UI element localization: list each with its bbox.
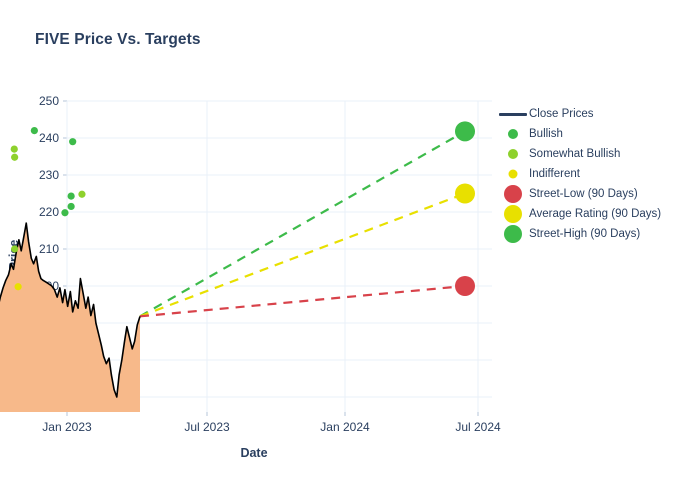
x-tick-label: Jan 2024 xyxy=(320,420,370,434)
legend-item[interactable]: Close Prices xyxy=(497,104,697,124)
legend-item[interactable]: Street-Low (90 Days) xyxy=(497,184,697,204)
legend-item[interactable]: Street-High (90 Days) xyxy=(497,224,697,244)
legend-dot-swatch xyxy=(497,164,529,184)
legend-item[interactable]: Somewhat Bullish xyxy=(497,144,697,164)
legend-item-label: Close Prices xyxy=(529,108,594,120)
rating-point[interactable] xyxy=(11,245,19,253)
legend-dot-swatch xyxy=(497,204,529,224)
target-marker[interactable] xyxy=(455,121,475,142)
target-marker[interactable] xyxy=(455,183,475,204)
legend-item[interactable]: Bullish xyxy=(497,124,697,144)
rating-point[interactable] xyxy=(67,202,75,211)
legend-dot-glyph xyxy=(504,225,522,243)
y-tick-label: 230 xyxy=(38,168,59,182)
close-price-line xyxy=(0,222,141,398)
analyst-rating-points xyxy=(10,127,86,291)
rating-point[interactable] xyxy=(69,138,77,146)
legend-dot-glyph xyxy=(508,149,518,159)
rating-point[interactable] xyxy=(67,192,75,200)
close-price-fill xyxy=(0,223,140,412)
y-tick-label: 240 xyxy=(38,131,59,145)
legend-item-label: Average Rating (90 Days) xyxy=(529,208,662,220)
legend-dot-glyph xyxy=(504,185,522,203)
target-trend-lines xyxy=(139,130,466,318)
legend-item[interactable]: Average Rating (90 Days) xyxy=(497,204,697,224)
y-tick-label: 210 xyxy=(38,242,59,256)
trend-line xyxy=(139,284,466,318)
trend-line xyxy=(139,130,466,318)
legend-dot-swatch xyxy=(497,184,529,204)
target-price-markers xyxy=(455,121,475,296)
legend-line-glyph xyxy=(499,113,527,116)
legend-dot-glyph xyxy=(508,169,518,179)
x-axis-title: Date xyxy=(240,446,268,460)
rating-point[interactable] xyxy=(61,209,69,217)
x-tick-label: Jul 2024 xyxy=(455,420,501,434)
rating-point[interactable] xyxy=(11,153,19,161)
rating-point[interactable] xyxy=(10,145,18,153)
x-tick-label: Jan 2023 xyxy=(42,420,92,434)
legend-item-label: Street-Low (90 Days) xyxy=(529,188,638,200)
y-tick-label: 250 xyxy=(38,94,59,108)
rating-point[interactable] xyxy=(78,190,86,198)
legend-item-label: Bullish xyxy=(529,128,563,140)
target-marker[interactable] xyxy=(455,276,475,296)
legend-dot-swatch xyxy=(497,224,529,244)
legend: Close Prices Bullish Somewhat Bullish Indif… xyxy=(497,104,697,244)
legend-dot-glyph xyxy=(508,129,518,139)
legend-dot-swatch xyxy=(497,144,529,164)
legend-item-label: Somewhat Bullish xyxy=(529,148,621,160)
legend-item-label: Street-High (90 Days) xyxy=(529,228,641,240)
close-price-path xyxy=(0,222,141,398)
rating-point[interactable] xyxy=(30,127,38,135)
legend-item-label: Indifferent xyxy=(529,168,580,180)
legend-line-swatch xyxy=(497,104,529,124)
rating-point[interactable] xyxy=(14,283,22,291)
page-title: FIVE Price Vs. Targets xyxy=(35,31,201,48)
close-price-area xyxy=(0,223,140,412)
x-tick-label: Jul 2023 xyxy=(184,420,230,434)
legend-dot-glyph xyxy=(504,205,522,223)
legend-item[interactable]: Indifferent xyxy=(497,164,697,184)
trend-line xyxy=(139,192,466,318)
y-tick-label: 220 xyxy=(38,205,59,219)
legend-dot-swatch xyxy=(497,124,529,144)
